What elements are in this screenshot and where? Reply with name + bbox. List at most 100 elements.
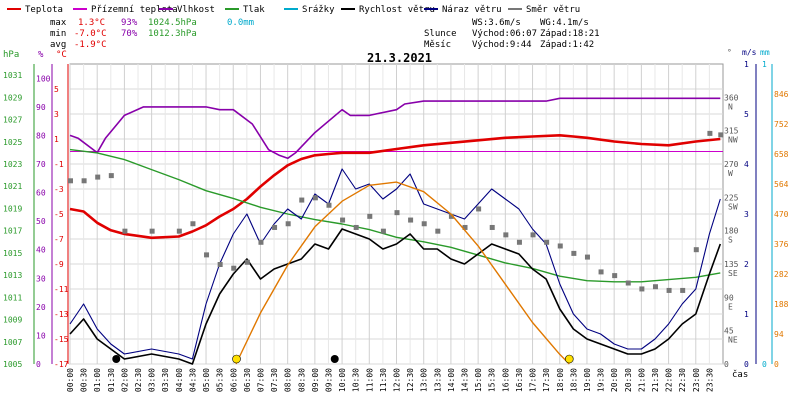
axis-time-tick-0: 00:00 xyxy=(66,368,75,392)
axis-dir-tick-1: 315 xyxy=(724,127,739,136)
chart-title: 21.3.2021 xyxy=(367,51,432,65)
axis-time-tick-20: 10:00 xyxy=(338,368,347,392)
dir-point-12 xyxy=(258,239,264,245)
axis-time-tick-11: 05:30 xyxy=(216,368,225,392)
stat-max-temp: 1.3°C xyxy=(78,18,105,28)
axis-degc-tick-0: 5 xyxy=(54,85,59,94)
series-line-2 xyxy=(69,148,721,283)
axis-ms-tick-6: 0 xyxy=(744,360,749,369)
dir-point-40 xyxy=(639,286,645,292)
dir-point-21 xyxy=(380,228,386,234)
axis-hpa-tick-10: 1011 xyxy=(3,293,22,302)
series-line-6 xyxy=(235,181,570,365)
axis-time-tick-23: 11:30 xyxy=(379,368,388,392)
axis-dir-compass-1: NW xyxy=(728,136,738,145)
dir-point-16 xyxy=(312,195,318,201)
dir-point-15 xyxy=(299,197,305,203)
stats-panel: max 1.3°C 93% 1024.5hPa 0.0mm min -7.0°C… xyxy=(50,18,600,65)
axis-time-tick-31: 15:30 xyxy=(488,368,497,392)
dir-point-35 xyxy=(571,250,577,256)
legend-label-4: Srážky xyxy=(302,5,335,15)
dir-point-22 xyxy=(394,210,400,216)
axis-pct-tick-5: 50 xyxy=(36,217,46,226)
axis-wm2-tick-8: 94 xyxy=(774,330,784,339)
dir-point-0 xyxy=(68,178,73,184)
dir-point-44 xyxy=(693,247,699,253)
axis-degc-tick-5: -5 xyxy=(54,210,64,219)
axis-time-tick-26: 13:00 xyxy=(420,368,429,392)
dir-point-32 xyxy=(530,232,536,238)
plot-area xyxy=(68,97,724,365)
dir-point-3 xyxy=(108,173,114,179)
dir-point-8 xyxy=(204,252,210,258)
axis-degc-unit: °C xyxy=(56,50,67,60)
axis-time-tick-1: 00:30 xyxy=(80,368,89,392)
dir-point-14 xyxy=(285,221,291,227)
axis-time-tick-33: 16:30 xyxy=(515,368,524,392)
axis-time-tick-25: 12:30 xyxy=(406,368,415,392)
stat-max-label: max xyxy=(50,18,67,28)
sunset-marker xyxy=(564,354,574,364)
axis-degc-tick-10: -15 xyxy=(54,335,69,344)
axis-dir-compass-2: W xyxy=(728,169,733,178)
axis-hpa-tick-5: 1021 xyxy=(3,182,22,191)
stat-avg-label: avg xyxy=(50,40,66,50)
axis-dir-tick-8: 0 xyxy=(724,360,729,369)
series-line-3 xyxy=(69,228,722,365)
axis-time-tick-8: 04:00 xyxy=(175,368,184,392)
axis-time-tick-21: 10:30 xyxy=(352,368,361,392)
axis-dir-tick-6: 90 xyxy=(724,293,734,302)
axis-wm2-tick-2: 658 xyxy=(774,150,789,159)
axis-dir-compass-5: SE xyxy=(728,269,738,278)
axis-dir-compass-7: NE xyxy=(728,336,738,345)
dir-point-38 xyxy=(612,273,618,279)
dir-point-13 xyxy=(272,224,278,230)
axis-dir-compass-4: S xyxy=(728,236,733,245)
moonrise-marker xyxy=(330,355,339,363)
axis-time-tick-18: 09:00 xyxy=(311,368,320,392)
series-line-4 xyxy=(69,168,721,360)
axis-hpa-tick-7: 1017 xyxy=(3,227,22,236)
axis-time-tick-46: 23:00 xyxy=(692,368,701,392)
sun-set: Západ:18:21 xyxy=(540,29,600,39)
stat-min-label: min xyxy=(50,29,66,39)
axis-pct-tick-6: 40 xyxy=(36,246,46,255)
axis-time-tick-2: 01:00 xyxy=(93,368,102,392)
axis-pct-unit: % xyxy=(38,50,44,60)
axis-time-tick-6: 03:00 xyxy=(148,368,157,392)
legend-label-2: Vlhkost xyxy=(177,5,215,15)
stat-max-hum: 93% xyxy=(121,18,138,28)
axis-pct-tick-1: 90 xyxy=(36,103,46,112)
axis-dir-tick-5: 135 xyxy=(724,260,739,269)
axis-time-tick-43: 21:30 xyxy=(651,368,660,392)
axis-degc-tick-7: -9 xyxy=(54,260,64,269)
axis-wm2-tick-0: 846 xyxy=(774,90,789,99)
legend-label-7: Směr větru xyxy=(526,5,580,15)
axis-time-tick-5: 02:30 xyxy=(134,368,143,392)
axis-time-tick-10: 05:00 xyxy=(202,368,211,392)
axis-degc-tick-8: -11 xyxy=(54,285,69,294)
axis-time-tick-42: 21:00 xyxy=(637,368,646,392)
axis-mm-tick-0: 1 xyxy=(762,60,767,69)
axis-time-tick-37: 18:30 xyxy=(569,368,578,392)
axis-time-tick-4: 02:00 xyxy=(120,368,129,392)
dir-point-6 xyxy=(176,228,182,234)
axis-hpa-tick-0: 1031 xyxy=(3,71,22,80)
axis-time-tick-15: 07:30 xyxy=(270,368,279,392)
axis-hpa-tick-6: 1019 xyxy=(3,204,22,213)
dir-point-33 xyxy=(544,239,550,245)
axis-dir-tick-3: 225 xyxy=(724,193,739,202)
axis-wm2-tick-3: 564 xyxy=(774,180,789,189)
axis-hpa-tick-4: 1023 xyxy=(3,160,22,169)
dir-point-34 xyxy=(557,243,563,249)
axis-time-tick-35: 17:30 xyxy=(542,368,551,392)
sunrise-marker xyxy=(232,354,241,364)
dir-point-25 xyxy=(435,228,441,234)
legend-label-0: Teplota xyxy=(25,5,63,15)
sun-rise: Východ:06:07 xyxy=(472,29,537,39)
axis-hpa-tick-3: 1025 xyxy=(3,138,22,147)
dir-point-30 xyxy=(503,232,509,238)
axis-wm2-tick-7: 188 xyxy=(774,300,789,309)
axis-wm2-tick-5: 376 xyxy=(774,240,789,249)
legend-label-6: Náraz větru xyxy=(442,5,502,15)
